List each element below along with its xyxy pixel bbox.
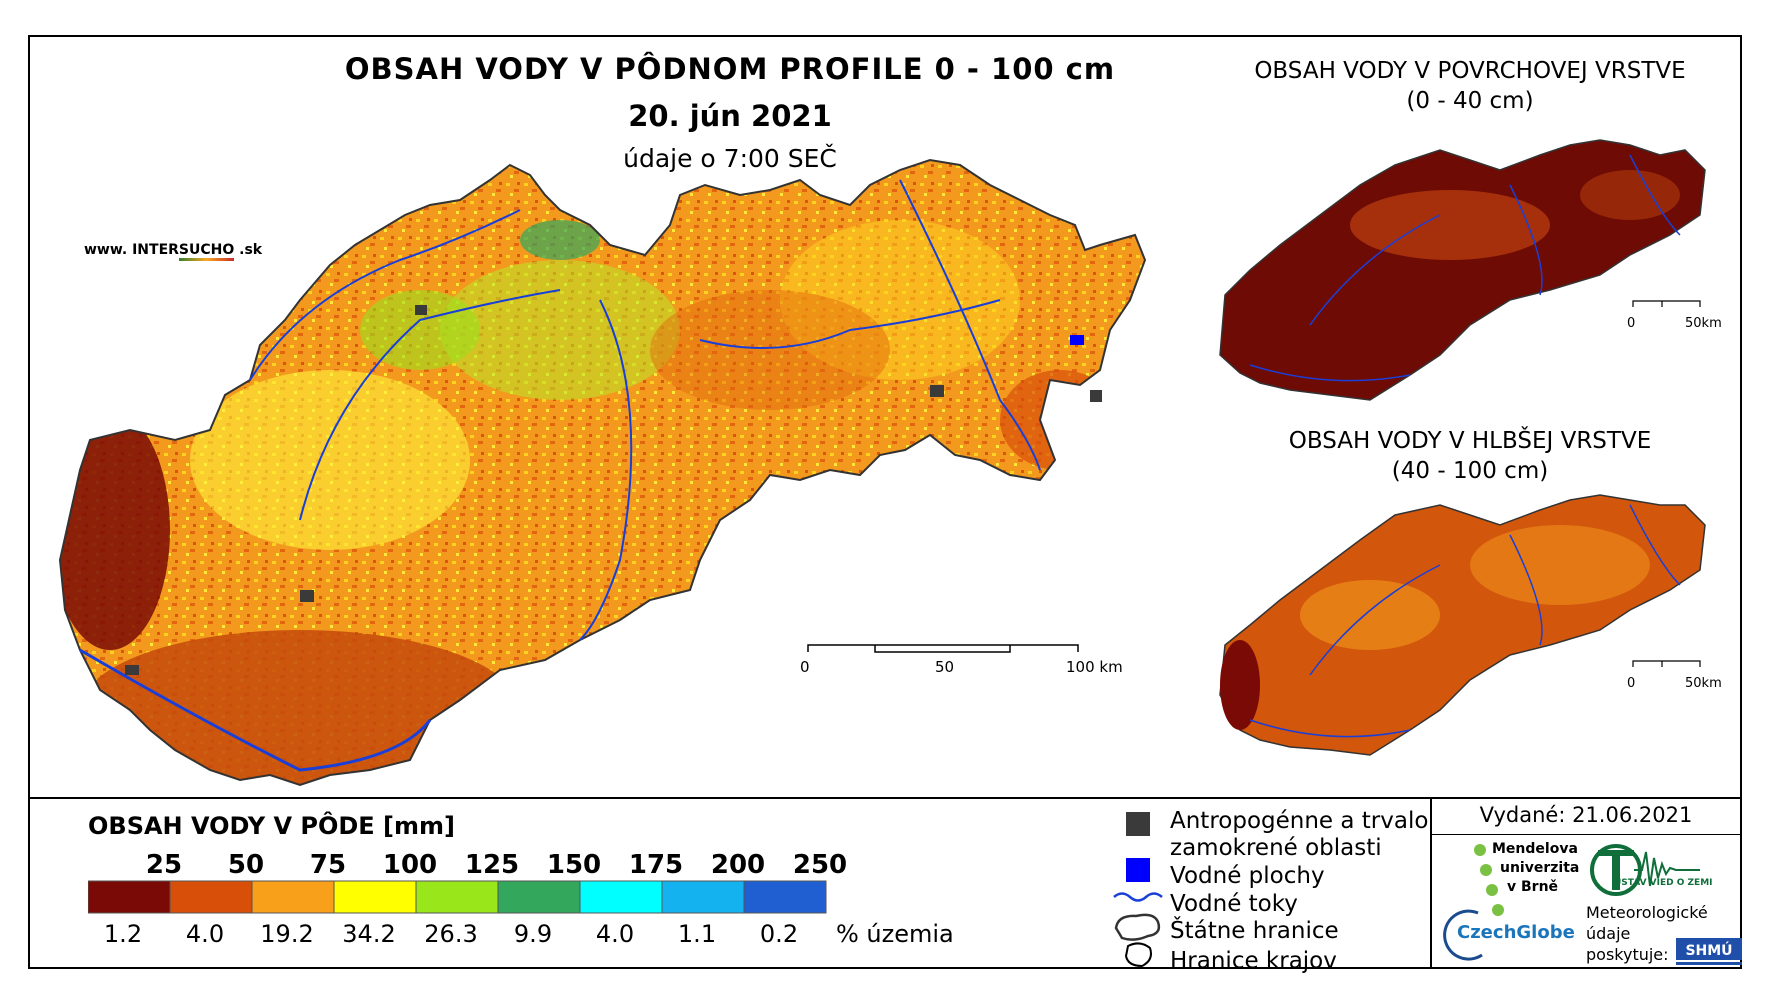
intersucho-credit: www. INTERSUCHO .sk: [84, 242, 262, 261]
scale-label-0: 0: [800, 658, 810, 676]
shmu-logo: SHMÚ: [1676, 938, 1742, 965]
legend-percentage-6: 4.0: [595, 920, 635, 948]
czechglobe-logo: [1443, 909, 1483, 961]
dark-square-icon: [1126, 812, 1150, 836]
legend-color-bar: [88, 880, 827, 914]
meteo-credit-line2: údaje: [1586, 924, 1631, 943]
river-line-icon: [1113, 892, 1163, 902]
symbol-water-bodies: Vodné plochy: [1170, 863, 1325, 889]
inset-deep-scale-0: 0: [1627, 676, 1636, 691]
blue-square-icon: [1126, 858, 1150, 882]
map-title: OBSAH VODY V PÔDNOM PROFILE 0 - 100 cm: [344, 52, 1116, 86]
issued-date: Vydané: 21.06.2021: [1479, 803, 1693, 827]
inset-surface-scale-50: 50km: [1685, 316, 1722, 331]
legend-percentage-5: 9.9: [513, 920, 553, 948]
inset-surface-title: OBSAH VODY V POVRCHOVEJ VRSTVE: [1254, 58, 1686, 84]
inset-deep-subtitle: (40 - 100 cm): [1391, 458, 1549, 484]
map-frame: [28, 35, 1742, 969]
legend-swatch-5: [497, 880, 581, 914]
legend-percentage-7: 1.1: [677, 920, 717, 948]
symbol-anthropogenic-line2: zamokrené oblasti: [1170, 835, 1382, 861]
symbol-rivers: Vodné toky: [1170, 891, 1298, 917]
svg-text:SHMÚ: SHMÚ: [1685, 941, 1732, 959]
legend-threshold-3: 100: [382, 850, 438, 880]
legend-unit: % územia: [836, 920, 954, 948]
symbol-icons: [1113, 812, 1163, 968]
mendel-logo-dots: [1474, 844, 1504, 916]
logo-divider: [1430, 797, 1432, 969]
map-date: 20. jún 2021: [628, 99, 832, 133]
legend-percentage-1: 4.0: [185, 920, 225, 948]
map-time: údaje o 7:00 SEČ: [623, 144, 837, 173]
legend-swatch-3: [333, 880, 417, 914]
scale-label-50: 50: [935, 658, 955, 676]
legend-threshold-4: 125: [464, 850, 520, 880]
symbol-anthropogenic-line1: Antropogénne a trvalo: [1170, 808, 1429, 834]
legend-percentage-4: 26.3: [424, 920, 478, 948]
legend-percentage-2: 19.2: [260, 920, 314, 948]
legend-percentage-0: 1.2: [103, 920, 143, 948]
uvz-logo-text: ÚSTAV VIED O ZEMI: [1614, 878, 1713, 888]
mendel-logo-line3: v Brně: [1507, 879, 1559, 895]
inset-deep-scale-50: 50km: [1685, 676, 1722, 691]
inset-deep-title: OBSAH VODY V HLBŠEJ VRSTVE: [1288, 428, 1652, 454]
legend-swatch-0: [88, 880, 171, 914]
legend-title: OBSAH VODY V PÔDE [mm]: [88, 812, 456, 840]
mendel-logo-line2: univerzita: [1500, 860, 1580, 876]
inset-surface-map: [1219, 139, 1706, 401]
legend-swatch-8: [743, 880, 827, 914]
legend-swatch-2: [251, 880, 335, 914]
symbol-state-border: Štátne hranice: [1170, 918, 1339, 944]
meteo-credit-line1: Meteorologické: [1586, 903, 1708, 922]
symbol-region-border: Hranice krajov: [1170, 948, 1337, 974]
legend-threshold-7: 200: [710, 850, 766, 880]
meteo-credit-line3: poskytuje:: [1586, 945, 1669, 964]
legend-threshold-8: 250: [792, 850, 848, 880]
inset-deep-map: [1219, 494, 1706, 756]
legend-swatch-7: [661, 880, 745, 914]
state-border-icon: [1114, 913, 1161, 941]
legend-divider: [28, 797, 1742, 799]
inset-surface-scale-0: 0: [1627, 316, 1636, 331]
region-border-icon: [1124, 942, 1152, 968]
legend-swatch-4: [415, 880, 499, 914]
legend-swatch-1: [169, 880, 253, 914]
legend-percentage-8: 0.2: [759, 920, 799, 948]
inset-surface-subtitle: (0 - 40 cm): [1406, 88, 1534, 114]
legend-swatch-6: [579, 880, 663, 914]
legend-threshold-6: 175: [628, 850, 684, 880]
legend-threshold-5: 150: [546, 850, 602, 880]
scale-label-100: 100 km: [1066, 658, 1123, 676]
czechglobe-logo-text: CzechGlobe: [1457, 922, 1575, 943]
legend-threshold-2: 75: [309, 850, 347, 880]
legend-percentage-3: 34.2: [342, 920, 396, 948]
mendel-logo-line1: Mendelova: [1492, 841, 1578, 857]
legend-threshold-0: 25: [145, 850, 183, 880]
uvz-logo: [1590, 844, 1700, 896]
issued-divider: [1430, 834, 1742, 835]
legend-threshold-1: 50: [227, 850, 265, 880]
